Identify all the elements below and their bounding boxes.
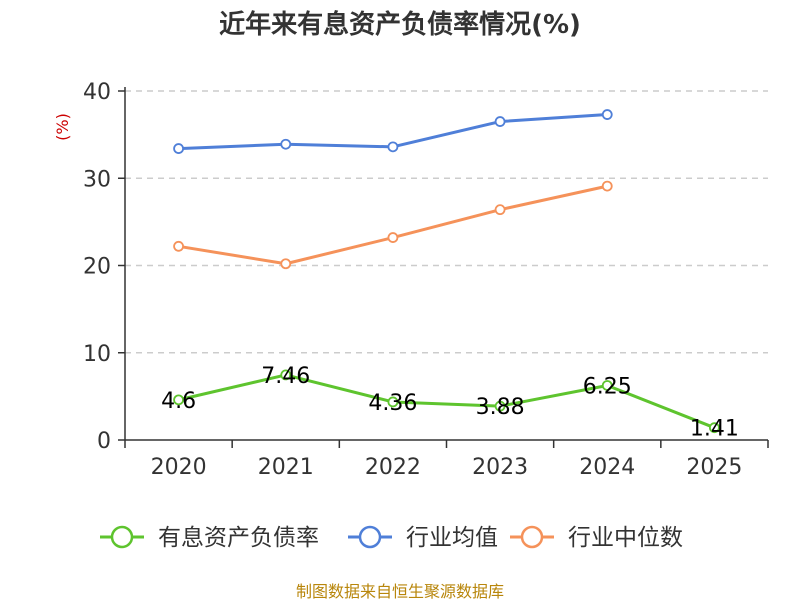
x-tick-label: 2025 bbox=[686, 455, 742, 480]
series-line bbox=[178, 373, 715, 430]
x-tick-label: 2021 bbox=[258, 455, 314, 480]
legend-marker bbox=[520, 525, 544, 549]
chart-title: 近年来有息资产负债率情况(%) bbox=[219, 10, 581, 40]
y-tick-label: 30 bbox=[83, 167, 111, 192]
data-point bbox=[494, 204, 506, 216]
ticks: 0 10 20 30 40 2020 2021 2022 2023 2024 2025 bbox=[83, 80, 769, 480]
data-label: 4.36 bbox=[368, 391, 417, 416]
data-label: 7.46 bbox=[261, 364, 310, 389]
y-unit-label: (%) bbox=[53, 113, 72, 141]
data-point bbox=[601, 180, 613, 192]
series-layer bbox=[173, 109, 720, 434]
data-label: 1.41 bbox=[690, 417, 739, 442]
legend-marker bbox=[358, 525, 382, 549]
legend: 有息资产负债率 行业均值 行业中位数 bbox=[100, 525, 683, 551]
axes bbox=[124, 87, 768, 441]
legend-label: 行业均值 bbox=[406, 525, 498, 551]
data-point bbox=[601, 380, 613, 391]
x-tick-label: 2023 bbox=[472, 455, 528, 480]
data-point bbox=[280, 258, 292, 270]
y-tick-label: 0 bbox=[97, 429, 111, 454]
data-point bbox=[387, 396, 399, 408]
data-label: 4.6 bbox=[161, 389, 196, 414]
source-note: 制图数据来自恒生聚源数据库 bbox=[295, 582, 504, 601]
data-point bbox=[387, 232, 399, 243]
legend-marker bbox=[110, 525, 134, 549]
data-labels: 4.6 7.46 4.36 3.88 6.25 1.41 bbox=[161, 364, 739, 442]
data-label: 6.25 bbox=[583, 374, 632, 399]
data-point bbox=[494, 116, 506, 127]
data-point bbox=[709, 422, 720, 434]
data-point bbox=[280, 138, 292, 150]
legend-label: 行业中位数 bbox=[568, 525, 683, 551]
x-tick-label: 2022 bbox=[365, 455, 421, 480]
y-tick-label: 20 bbox=[83, 255, 111, 280]
data-point bbox=[494, 400, 506, 412]
x-tick-label: 2024 bbox=[579, 455, 635, 480]
data-point bbox=[173, 240, 184, 252]
y-tick-label: 40 bbox=[83, 80, 111, 105]
data-label: 3.88 bbox=[476, 395, 525, 420]
data-point bbox=[173, 143, 184, 154]
data-point bbox=[173, 394, 184, 406]
data-point bbox=[280, 369, 292, 381]
data-point bbox=[601, 109, 613, 120]
legend-label: 有息资产负债率 bbox=[158, 525, 319, 551]
y-tick-label: 10 bbox=[83, 342, 111, 367]
series-line bbox=[178, 184, 608, 266]
gridlines bbox=[125, 90, 768, 354]
data-point bbox=[387, 141, 399, 153]
x-tick-label: 2020 bbox=[151, 455, 207, 480]
